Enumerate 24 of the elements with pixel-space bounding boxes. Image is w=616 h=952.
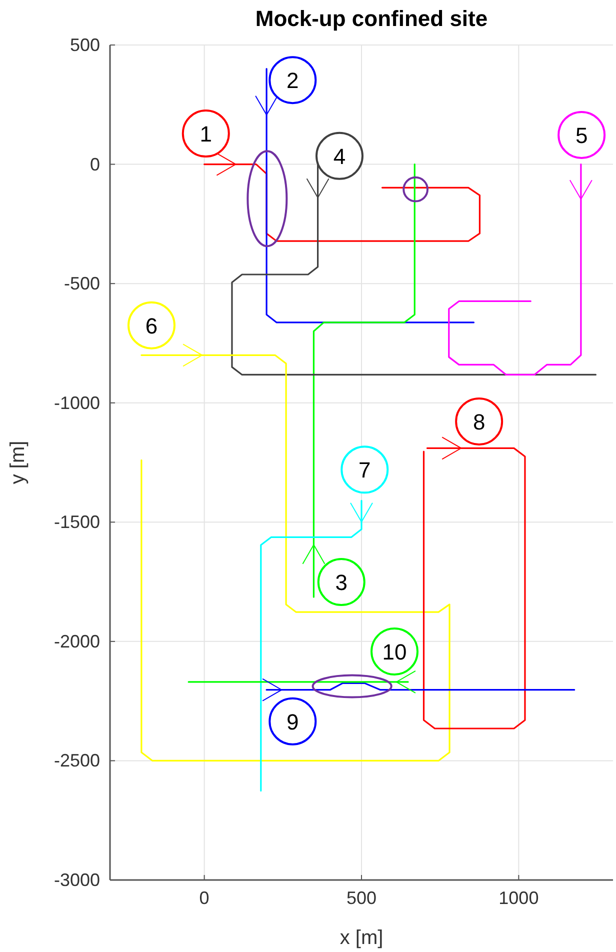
y-tick-label: -1500: [54, 512, 100, 532]
x-tick-label: 500: [346, 888, 377, 908]
x-tick-label: 1000: [498, 888, 539, 908]
y-tick-label: -2000: [54, 631, 100, 652]
annotation: 7: [358, 458, 371, 483]
annotation: 6: [145, 313, 158, 338]
annotation: 5: [575, 122, 588, 148]
x-axis-title: x [m]: [340, 927, 384, 949]
y-tick-label: -1000: [54, 392, 100, 413]
annotation: 1: [200, 122, 212, 147]
chart-title: Mock-up confined site: [255, 6, 488, 31]
annotation: 10: [382, 639, 407, 664]
annotation: 2: [286, 68, 299, 94]
annotation: 8: [472, 409, 486, 434]
y-tick-label: 500: [70, 35, 100, 55]
annotation: 9: [286, 709, 299, 734]
y-tick-label: 0: [90, 154, 100, 174]
x-tick-label: 0: [199, 888, 210, 908]
y-tick-label: -2500: [54, 750, 100, 771]
y-tick-label: -500: [64, 274, 100, 294]
y-tick-label: -3000: [54, 870, 100, 890]
annotation: 4: [333, 144, 346, 169]
annotation: 3: [335, 570, 348, 596]
y-axis-title: y [m]: [7, 440, 29, 484]
